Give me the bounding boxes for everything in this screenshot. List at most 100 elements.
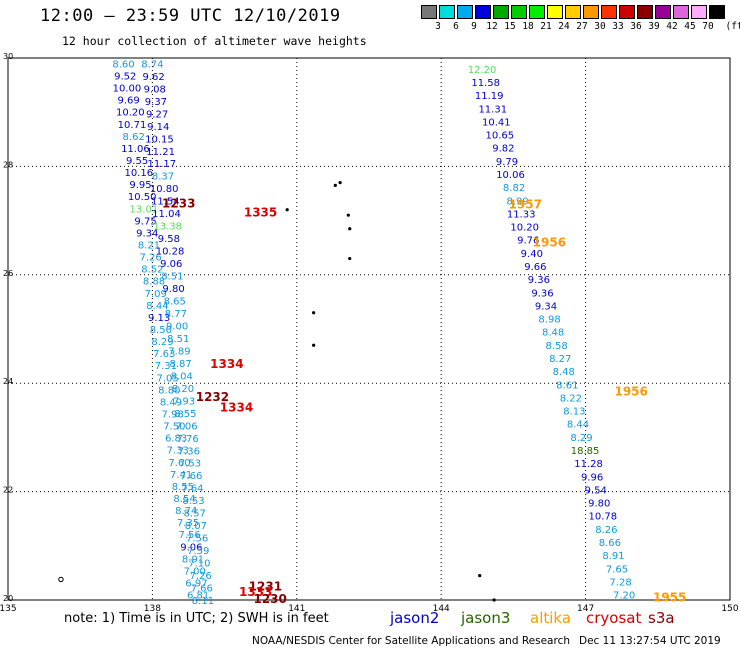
color-swatch-label: 30 [594,21,606,32]
mission-legend-jason3: jason3 [461,609,511,627]
observation-time-label: 1335 [244,205,277,219]
wave-height-value: 7.06 [175,421,197,432]
wave-height-value: 7.00 [184,566,206,577]
wave-height-value: 9.58 [158,234,180,245]
wave-height-value: 10.80 [150,184,179,195]
color-swatch [673,5,689,19]
wave-height-value: 8.13 [563,407,585,418]
wave-height-value: 9.82 [492,144,514,155]
color-swatch-label: 21 [540,21,552,32]
wave-height-value: 9.08 [144,84,166,95]
wave-height-value: 11.28 [574,459,603,470]
color-swatch-label: 12 [486,21,498,32]
observation-time-label: 1956 [614,384,647,398]
wave-height-value: 9.69 [117,96,139,107]
wave-height-value: 8.26 [595,525,617,536]
wave-height-value: 7.66 [180,471,202,482]
color-swatch [439,5,455,19]
longitude-tick-label: 138 [144,604,161,614]
wave-height-value: 11.06 [121,144,150,155]
wave-height-value: 8.22 [560,393,582,404]
wave-height-value: 8.50 [150,325,172,336]
observation-time-label: 1233 [162,196,195,210]
color-swatch [619,5,635,19]
wave-height-value: 8.44 [567,420,589,431]
wave-height-value: 9.95 [129,180,151,191]
wave-height-value: 10.65 [486,131,515,142]
wave-height-value: 8.58 [546,341,568,352]
mission-legend-s3a: s3a [648,609,675,627]
color-swatch [583,5,599,19]
wave-height-value: 8.55 [172,482,194,493]
wave-height-value: 7.66 [191,584,213,595]
color-swatch-label: 18 [522,21,534,32]
wave-height-value: 10.41 [482,117,511,128]
wave-height-value: 8.51 [167,334,189,345]
latitude-tick-label: 20 [3,594,13,603]
wave-height-value: 9.00 [166,321,188,332]
wave-height-value: 8.29 [151,337,173,348]
island-marker [478,574,482,578]
wave-height-value: 7.26 [189,571,211,582]
observation-time-label: 1333 [239,585,272,599]
wave-height-value: 8.21 [138,240,160,251]
wave-height-value: 11.19 [475,91,504,102]
color-swatch-label: 6 [453,21,459,32]
wave-height-value: 8.66 [599,538,621,549]
wave-height-value: 9.62 [142,72,164,83]
wave-height-value: 7.56 [186,534,208,545]
color-swatch [493,5,509,19]
wave-height-value: 9.14 [147,122,169,133]
wave-height-value: 7.41 [170,470,192,481]
wave-height-value: 7.05 [156,373,178,384]
latitude-tick-label: 22 [3,486,13,495]
wave-height-value: 9.52 [114,71,136,82]
wave-height-value: 10.20 [116,108,145,119]
wave-height-value: 10.71 [118,120,147,131]
island-marker [333,183,337,187]
wave-height-value: 8.53 [182,496,204,507]
wave-height-value: 11.17 [147,159,176,170]
wave-height-value: 11.04 [152,209,181,220]
wave-height-value: 7.63 [153,349,175,360]
island-marker [492,598,496,602]
wave-height-value: 9.27 [146,109,168,120]
wave-height-value: 8.82 [503,183,525,194]
generation-timestamp: Dec 11 13:27:54 UTC 2019 [579,635,721,647]
wave-height-value: 8.07 [185,521,207,532]
wave-height-value: 8.65 [164,297,186,308]
longitude-tick-label: 141 [288,604,305,614]
observation-time-label: 1334 [210,357,243,371]
longitude-tick-label: 147 [577,604,594,614]
wave-height-value: 8.57 [184,509,206,520]
wave-height-value: 11.33 [507,209,536,220]
wave-height-value: 8.74 [175,506,197,517]
wave-height-value: 9.36 [528,275,550,286]
wave-height-value: 9.54 [585,485,607,496]
wave-height-value: 10.28 [156,247,185,258]
color-swatch-label: 24 [558,21,570,32]
wave-height-value: 7.93 [173,396,195,407]
wave-height-value: 8.98 [538,315,560,326]
wave-height-value: 11.58 [471,78,500,89]
wave-height-value: 9.75 [134,216,156,227]
wave-height-value: 13.01 [130,204,159,215]
wave-height-value: 7.60 [168,458,190,469]
unit-label: (ft) [725,21,740,32]
footer-note: note: 1) Time is in UTC; 2) SWH is in fe… [64,611,329,626]
mission-legend-cryosat: cryosat [586,609,642,627]
island-marker [312,311,316,315]
wave-height-value: 9.06 [180,542,202,553]
wave-height-value: 9.55 [126,156,148,167]
observation-time-label: 1956 [533,235,566,249]
wave-height-value: 9.66 [524,262,546,273]
wave-height-value: 10.00 [113,84,142,95]
color-swatch [637,5,653,19]
wave-height-value: 7.26 [140,253,162,264]
map-frame [7,57,731,601]
wave-height-value: 8.37 [152,172,174,183]
island-marker [58,576,64,583]
wave-height-value: 7.65 [606,564,628,575]
wave-height-value: 8.04 [171,371,193,382]
color-swatch [655,5,671,19]
